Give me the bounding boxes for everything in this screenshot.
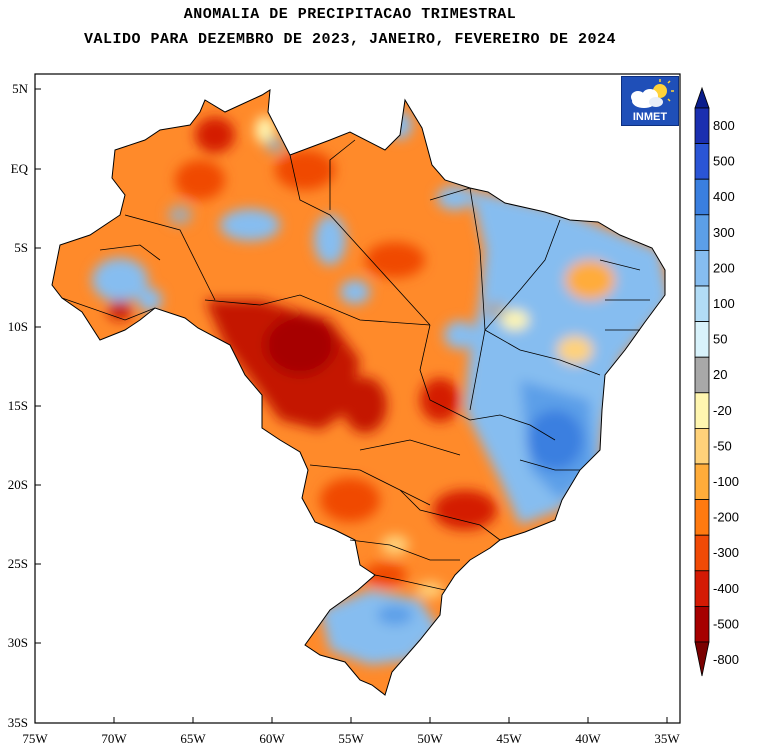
colorbar-label: -20 (713, 403, 732, 418)
colorbar-bottom-arrow (694, 641, 710, 677)
colorbar-bin (694, 143, 710, 180)
dry-core-parana (363, 563, 407, 587)
colorbar-bin (694, 463, 710, 500)
colorbar-label: 20 (713, 367, 727, 382)
lon-label-70w: 70W (101, 731, 127, 746)
wet-spot-central-amazon (314, 215, 346, 265)
lon-label-55w: 55W (338, 731, 364, 746)
colorbar-bin (694, 356, 710, 394)
wet-spot-para-west (340, 280, 370, 304)
dry-core-sao-paulo (433, 490, 497, 530)
colorbar-bin (694, 534, 710, 572)
lat-label-5s: 5S (14, 240, 28, 255)
dry-core-roraima (195, 117, 235, 153)
wet-spot-amapa (437, 186, 473, 210)
near-zero-piaui (483, 302, 507, 318)
colorbar-label: -200 (713, 510, 739, 525)
dry-core-amazonas-north (275, 150, 335, 190)
wet-region-south (320, 590, 440, 665)
colorbar-label: -400 (713, 581, 739, 596)
lat-label-10s: 10S (8, 319, 28, 334)
colorbar-label: 800 (713, 118, 735, 133)
lat-label-15s: 15S (8, 398, 28, 413)
wet-spot-acre (92, 258, 148, 302)
near-zero-roraima (255, 116, 275, 144)
lat-label-30s: 30S (8, 635, 28, 650)
near-zero-roraima-north (265, 137, 285, 153)
wet-spot-amazonas (220, 209, 280, 241)
lon-label-40w: 40W (575, 731, 601, 746)
inmet-logo: INMET (621, 76, 679, 126)
colorbar-bin (694, 178, 710, 216)
colorbar-bin (694, 249, 710, 287)
dry-core-mato-grosso-sul (320, 478, 380, 522)
colorbar-label: 200 (713, 260, 735, 275)
dry-core-goias (343, 377, 387, 433)
lat-label-20s: 20S (8, 477, 28, 492)
dry-core-rio-negro (175, 160, 225, 200)
lat-label-25s: 25S (8, 556, 28, 571)
colorbar-label: 400 (713, 189, 735, 204)
colorbar-label: -500 (713, 616, 739, 631)
near-zero-santa-catarina (416, 582, 444, 598)
colorbar-bin (694, 427, 710, 465)
colorbar-bin (694, 606, 710, 643)
colorbar-bin (694, 321, 710, 358)
chart-subtitle: VALIDO PARA DEZEMBRO DE 2023, JANEIRO, F… (83, 31, 617, 48)
colorbar-label: 500 (713, 154, 735, 169)
wet-spot-tocantins (444, 321, 476, 349)
near-zero-amazonas-west (168, 205, 192, 225)
wet-core-south (377, 605, 413, 625)
colorbar-label: -800 (713, 652, 739, 667)
dry-spot-acre (108, 300, 132, 320)
near-zero-parana-north (381, 535, 409, 555)
lat-label-35s: 35S (8, 715, 28, 730)
dry-core-para (365, 242, 425, 278)
colorbar-label: 100 (713, 296, 735, 311)
lon-label-60w: 60W (259, 731, 285, 746)
dry-patch-northeast (565, 260, 615, 300)
colorbar-bin (694, 285, 710, 322)
dry-extreme-mato-grosso (265, 315, 335, 375)
colorbar: 800 500 400 300 200 100 50 20 -20 -50 -100 -200 -300… (694, 86, 739, 677)
dry-core-goias-east (420, 378, 460, 422)
near-zero-piaui-east (501, 310, 529, 330)
lon-label-35w: 35W (654, 731, 680, 746)
colorbar-label: -100 (713, 474, 739, 489)
colorbar-label: 300 (713, 225, 735, 240)
lon-label-65w: 65W (180, 731, 206, 746)
cloud-sun-icon (631, 79, 674, 108)
colorbar-top-arrow (694, 86, 710, 109)
wet-spot-acre-south (138, 288, 162, 312)
dry-patch-bahia (557, 336, 593, 364)
colorbar-bin (694, 392, 710, 429)
colorbar-label: -300 (713, 545, 739, 560)
colorbar-bin (694, 499, 710, 536)
chart-title: ANOMALIA DE PRECIPITACAO TRIMESTRAL (183, 6, 517, 23)
axis-ticks (34, 88, 668, 723)
logo-text: INMET (632, 111, 668, 123)
lat-label-eq: EQ (11, 161, 29, 176)
colorbar-bin (694, 570, 710, 607)
colorbar-label: -50 (713, 438, 732, 453)
lon-label-75w: 75W (22, 731, 48, 746)
colorbar-label: 50 (713, 332, 727, 347)
lon-label-50w: 50W (417, 731, 443, 746)
state-borders (61, 139, 650, 591)
lat-label-5n: 5N (12, 81, 29, 96)
colorbar-bin (694, 214, 710, 251)
lon-label-45w: 45W (496, 731, 522, 746)
colorbar-bin (694, 107, 710, 144)
